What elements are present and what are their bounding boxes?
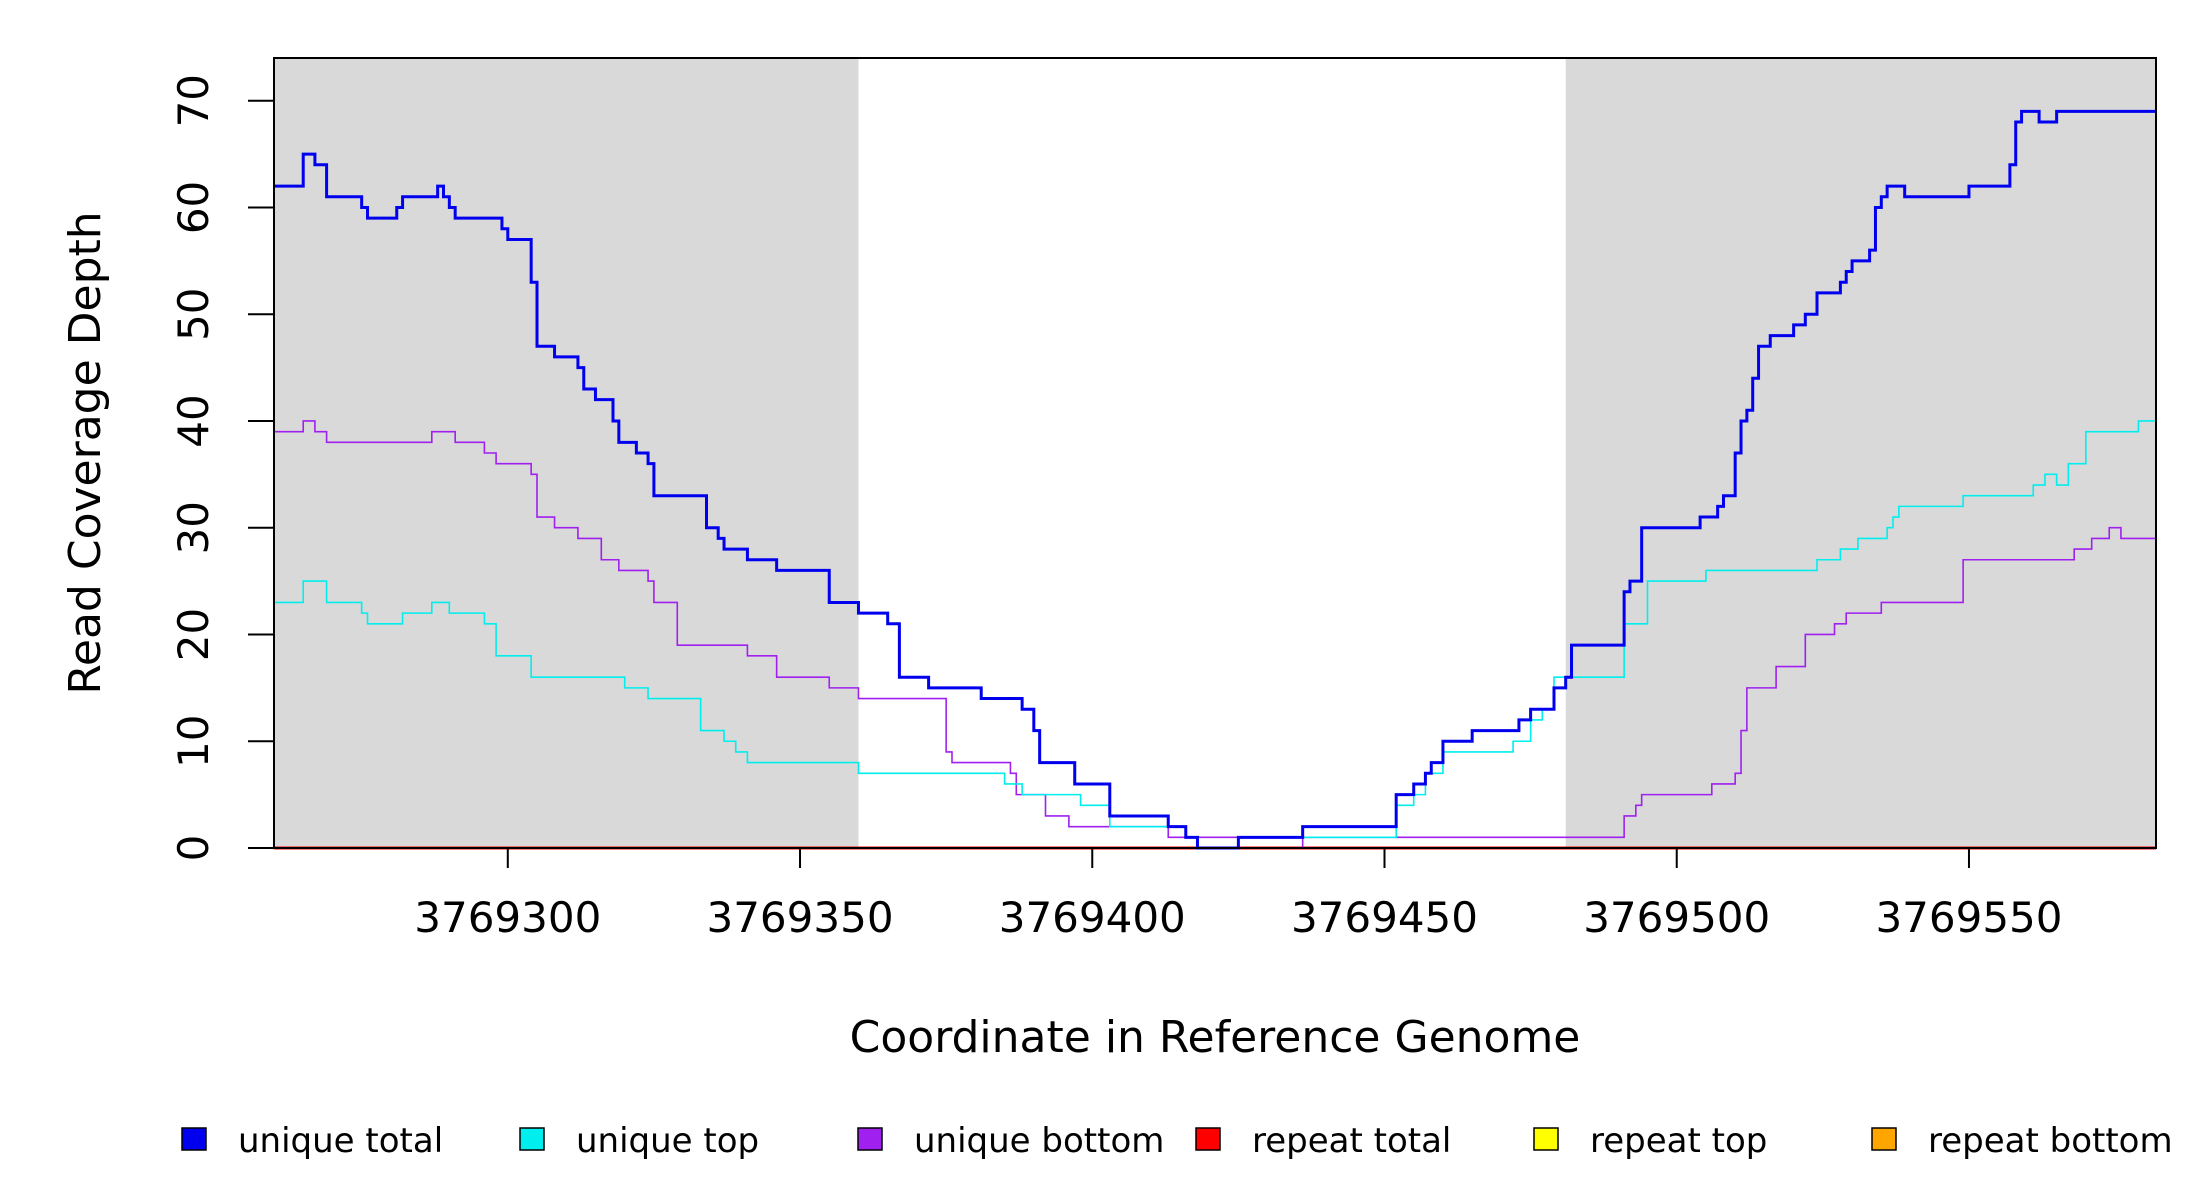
x-tick-label: 3769450 [1291, 893, 1478, 942]
legend-swatch [1533, 1127, 1559, 1151]
legend-label: repeat bottom [1928, 1121, 2173, 1161]
y-tick-label: 50 [169, 287, 218, 340]
legend-item-repeat-total: repeat total [1195, 1121, 1451, 1161]
shaded-regions [274, 58, 2156, 848]
x-tick-label: 3769350 [706, 893, 893, 942]
legend-item-unique-bottom: unique bottom [857, 1121, 1164, 1161]
series-line-unique-bottom [274, 420, 2156, 849]
legend-label: unique top [576, 1121, 759, 1161]
y-tick-label: 20 [169, 608, 218, 661]
shaded-region-1 [274, 58, 859, 848]
y-tick-label: 60 [169, 181, 218, 234]
shaded-region-2 [1565, 58, 2156, 848]
legend-swatch [1871, 1127, 1897, 1151]
x-tick-label: 3769550 [1875, 893, 2062, 942]
y-tick-label: 40 [169, 394, 218, 447]
legend-swatch [857, 1127, 883, 1151]
y-axis-title: Read Coverage Depth [60, 211, 111, 694]
legend-swatch [519, 1127, 545, 1151]
legend-label: unique total [238, 1121, 443, 1161]
legend-item-repeat-top: repeat top [1533, 1121, 1767, 1161]
x-tick-label: 3769300 [414, 893, 601, 942]
x-tick-label: 3769500 [1583, 893, 1770, 942]
legend-swatch [1195, 1127, 1221, 1151]
y-tick-label: 10 [169, 715, 218, 768]
legend-swatch [181, 1127, 207, 1151]
legend: unique total unique top unique bottom repea… [181, 1121, 2173, 1161]
legend-item-repeat-bottom: repeat bottom [1871, 1121, 2173, 1161]
y-tick-label: 0 [169, 835, 218, 862]
legend-label: unique bottom [914, 1121, 1164, 1161]
y-tick-label: 30 [169, 501, 218, 554]
x-axis-title: Coordinate in Reference Genome [850, 1012, 1581, 1063]
legend-label: repeat top [1590, 1121, 1767, 1161]
x-ticks: 3769300 3769350 3769400 3769450 3769500 37695… [414, 848, 2063, 942]
y-ticks: 0 10 20 30 40 50 60 70 [169, 74, 274, 861]
legend-item-unique-total: unique total [181, 1121, 443, 1161]
legend-item-unique-top: unique top [519, 1121, 759, 1161]
x-tick-label: 3769400 [999, 893, 1186, 942]
y-tick-label: 70 [169, 74, 218, 127]
legend-label: repeat total [1252, 1121, 1451, 1161]
